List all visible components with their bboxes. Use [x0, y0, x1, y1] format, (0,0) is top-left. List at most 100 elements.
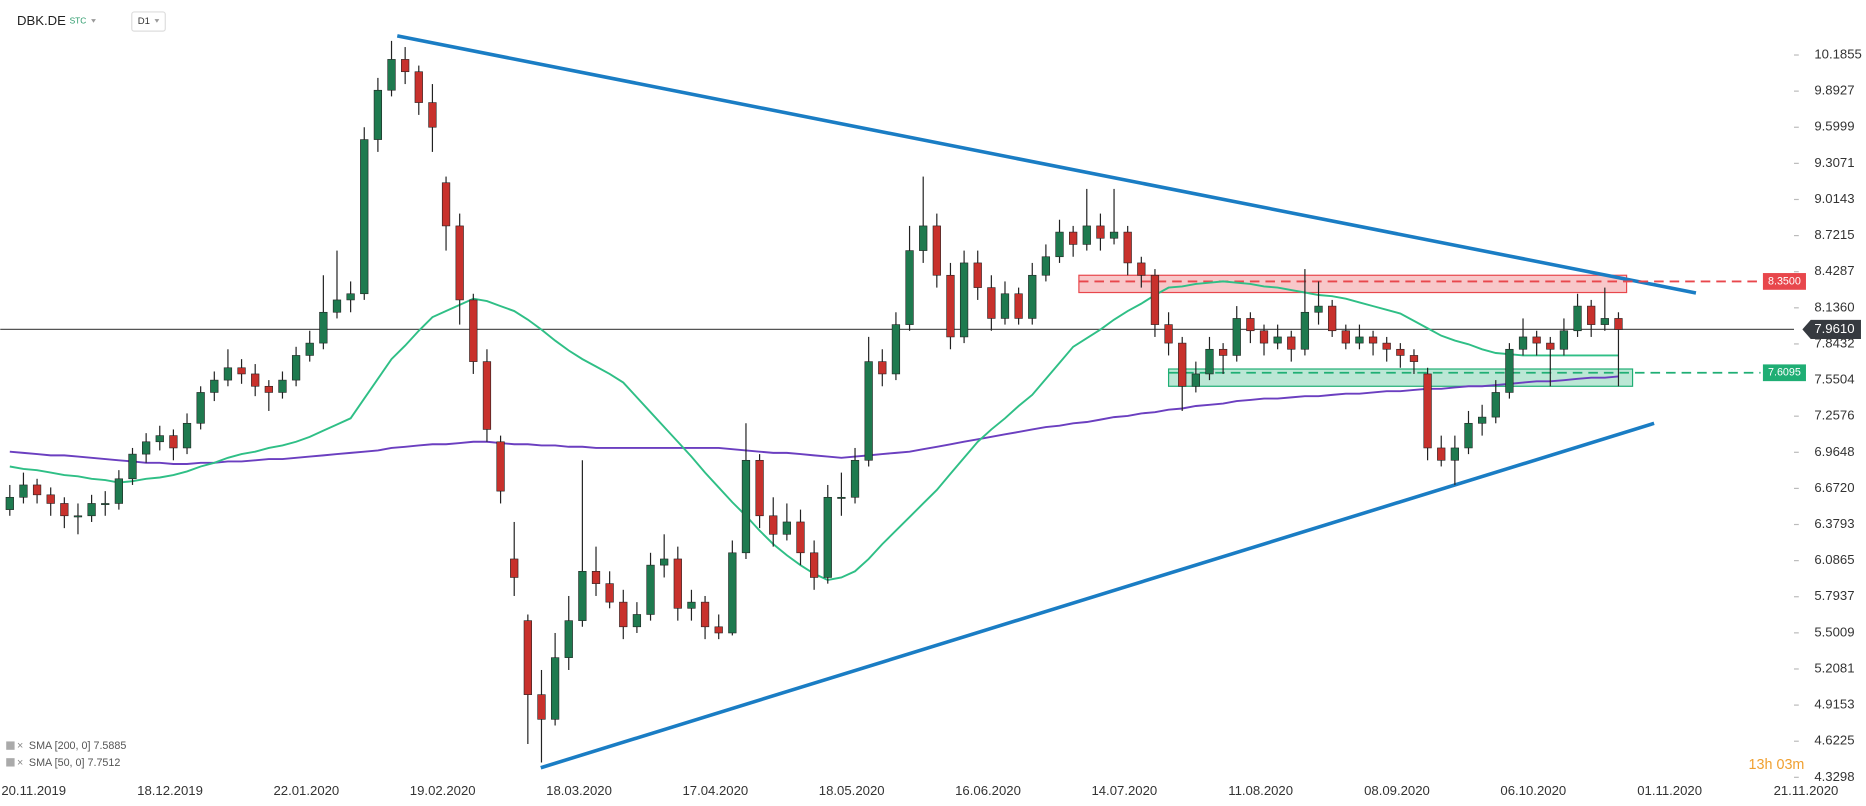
candle-body — [673, 558, 682, 609]
source[interactable]: STC — [70, 16, 87, 26]
candle-body — [291, 355, 301, 381]
level-label: 7.6095 — [1768, 367, 1801, 379]
candle-body — [1368, 336, 1378, 344]
candle-body — [223, 367, 233, 381]
candle-body — [1464, 422, 1473, 449]
candle-body — [114, 478, 123, 504]
y-tick-label: 6.9648 — [1814, 444, 1854, 459]
candle-body — [1314, 305, 1323, 313]
candle-body — [578, 571, 587, 621]
candle-body — [905, 250, 914, 325]
candle-body — [332, 299, 342, 313]
candle-body — [1518, 336, 1528, 350]
y-tick-label: 8.7215 — [1814, 227, 1854, 242]
x-tick-label: 14.07.2020 — [1091, 783, 1157, 798]
candle-body — [455, 225, 464, 301]
y-tick-label: 4.3298 — [1814, 769, 1854, 784]
legend-close: × — [17, 740, 23, 752]
candle-body — [728, 552, 737, 634]
y-tick-label: 9.3071 — [1814, 155, 1854, 170]
dropdown-caret[interactable] — [154, 19, 160, 23]
y-tick-label: 9.5999 — [1814, 119, 1854, 134]
x-tick-label: 08.09.2020 — [1364, 783, 1430, 798]
candle-body — [1109, 231, 1119, 239]
candle-body — [1000, 293, 1010, 319]
candle-body — [319, 311, 328, 344]
candle-body — [496, 441, 505, 492]
candle-body — [1218, 348, 1228, 356]
candle-body — [864, 361, 873, 461]
candle-body — [87, 503, 96, 517]
candle-body — [1232, 318, 1241, 356]
candle-body — [1028, 274, 1037, 319]
candle-body — [1178, 342, 1187, 387]
candle-body — [305, 342, 314, 356]
candle-body — [987, 287, 996, 319]
candle-body — [1341, 330, 1350, 344]
x-tick-label: 06.10.2020 — [1500, 783, 1566, 798]
price-zone — [1078, 274, 1628, 294]
candle-body — [850, 459, 860, 498]
candle-body — [660, 558, 669, 566]
candle-body — [1600, 318, 1609, 325]
x-tick-label: 18.05.2020 — [819, 783, 885, 798]
candle-body — [251, 373, 260, 387]
candle-body — [1055, 231, 1064, 258]
candle-body — [1382, 342, 1391, 350]
candle-body — [1137, 262, 1146, 276]
dropdown-caret[interactable] — [91, 19, 96, 23]
candle-body — [591, 571, 601, 584]
candle-body — [837, 496, 846, 499]
candle-body — [1355, 336, 1364, 344]
candle-body — [1273, 336, 1282, 344]
candle-body — [714, 626, 723, 634]
candle-body — [510, 558, 519, 578]
y-tick-label: 7.8432 — [1814, 335, 1854, 350]
candle-body — [1096, 225, 1105, 239]
candle-body — [1287, 336, 1296, 350]
x-tick-label: 17.04.2020 — [682, 783, 748, 798]
candle-body — [169, 435, 178, 449]
candle-body — [1041, 256, 1051, 276]
x-tick-label: 11.08.2020 — [1228, 783, 1293, 798]
timeframe[interactable]: D1 — [138, 16, 150, 27]
candle-body — [1573, 305, 1582, 332]
candle-body — [360, 139, 369, 295]
x-tick-label: 21.11.2020 — [1774, 783, 1839, 798]
candle-body — [1164, 324, 1173, 344]
candle-body — [469, 299, 478, 362]
candle-body — [46, 494, 55, 504]
candle-body — [482, 361, 492, 430]
candle-body — [755, 459, 764, 517]
y-tick-label: 8.4287 — [1814, 263, 1854, 278]
candle-body — [973, 262, 982, 288]
candle-body — [891, 324, 901, 375]
level-label-box — [1762, 364, 1806, 382]
candle-body — [1123, 231, 1132, 264]
candle-body — [946, 274, 955, 338]
symbol[interactable]: DBK.DE — [17, 13, 66, 28]
x-tick-label: 16.06.2020 — [955, 783, 1021, 798]
candle-body — [19, 484, 28, 498]
candle-body — [1559, 330, 1569, 350]
y-tick-label: 6.0865 — [1814, 552, 1854, 567]
candle-body — [441, 182, 451, 227]
x-tick-label: 22.01.2020 — [273, 783, 339, 798]
candle-body — [1014, 293, 1023, 319]
y-tick-label: 7.5504 — [1814, 372, 1854, 387]
candle-body — [769, 515, 778, 535]
candle-body — [1191, 373, 1200, 387]
x-tick-label: 20.11.2019 — [1, 783, 66, 798]
current-price-label: 7.9610 — [1814, 321, 1854, 336]
candle-body — [1423, 373, 1432, 449]
candle-body — [959, 262, 969, 338]
candle-body — [346, 293, 355, 301]
timeframe-box[interactable] — [131, 11, 166, 32]
candle-body — [619, 601, 628, 628]
candle-body — [387, 59, 396, 91]
candle-body — [1082, 225, 1091, 245]
candle-body — [1328, 305, 1337, 332]
